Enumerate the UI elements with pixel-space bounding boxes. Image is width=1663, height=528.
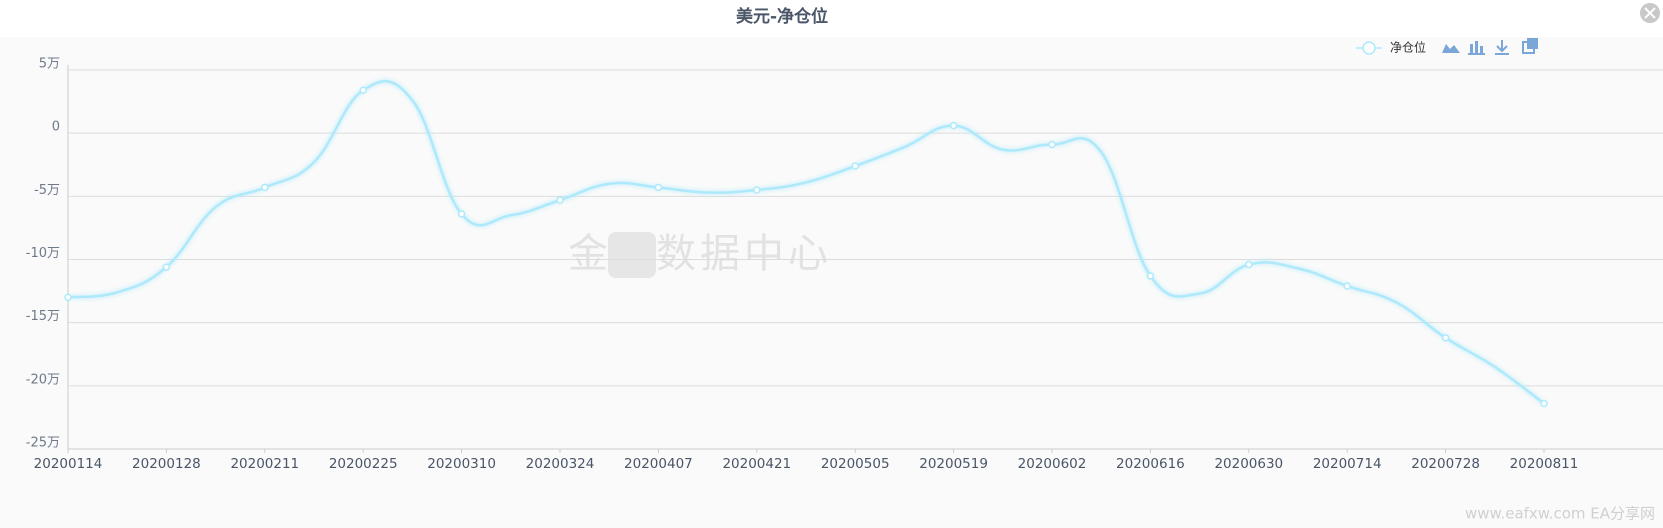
x-tick-label: 20200630 xyxy=(1214,456,1283,472)
x-tick-label: 20200616 xyxy=(1116,456,1185,472)
x-tick-label: 20200407 xyxy=(624,456,693,472)
point xyxy=(851,162,859,170)
point xyxy=(359,86,367,94)
point xyxy=(1343,282,1351,290)
watermark: 金十数据中心 xyxy=(568,231,832,277)
point xyxy=(1146,272,1155,280)
y-tick-label: 5万 xyxy=(39,57,60,72)
x-tick-label: 20200128 xyxy=(132,456,201,472)
x-tick-label: 20200114 xyxy=(34,456,103,472)
x-tick-label: 20200310 xyxy=(427,456,496,472)
x-tick-label: 20200211 xyxy=(230,456,299,472)
watermark-logo xyxy=(608,232,656,278)
x-tick-label: 20200728 xyxy=(1411,456,1480,472)
x-tick-label: 20200225 xyxy=(329,456,398,472)
point xyxy=(1048,140,1056,149)
x-tick-label: 20200519 xyxy=(919,456,988,472)
legend-marker xyxy=(1362,41,1376,55)
y-tick-label: -15万 xyxy=(26,309,60,324)
y-tick-label: -10万 xyxy=(26,246,60,261)
x-tick-label: 20200505 xyxy=(821,456,890,472)
point xyxy=(654,183,663,192)
point xyxy=(261,183,269,192)
point xyxy=(457,210,466,218)
y-tick-label: -5万 xyxy=(34,183,60,198)
x-tick-label: 20200602 xyxy=(1018,456,1087,472)
y-tick-label: 0 xyxy=(52,120,60,135)
y-tick-label: -20万 xyxy=(26,372,60,387)
chart-title: 美元-净仓位 xyxy=(736,6,828,27)
x-tick-label: 20200421 xyxy=(722,456,791,472)
plot-background xyxy=(0,37,1663,528)
y-tick-label: -25万 xyxy=(26,436,60,451)
point xyxy=(1540,399,1548,408)
x-tick-label: 20200811 xyxy=(1510,456,1579,472)
x-tick-label: 20200324 xyxy=(526,456,595,472)
point xyxy=(162,263,171,271)
legend-label: 净仓位 xyxy=(1390,40,1426,55)
point xyxy=(1441,334,1450,342)
toolbox[interactable] xyxy=(1442,38,1538,55)
point xyxy=(1245,260,1253,269)
point xyxy=(556,196,564,204)
close-button[interactable] xyxy=(1640,3,1660,23)
series-line xyxy=(67,79,1545,405)
point xyxy=(949,121,958,130)
point xyxy=(753,186,761,194)
source-watermark: www.eafxw.com EA分享网 xyxy=(1465,505,1655,523)
x-tick-label: 20200714 xyxy=(1313,456,1382,472)
point xyxy=(64,293,72,302)
